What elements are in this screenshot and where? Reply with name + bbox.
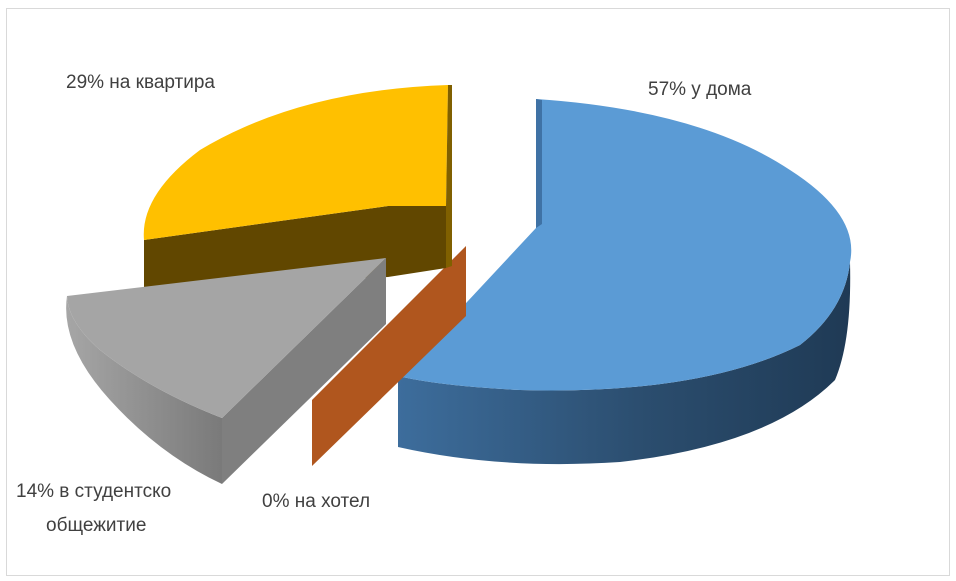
label-na-hotel: 0% на хотел [262,491,370,512]
label-obshtezhitie-line1: 14% в студентско [16,481,171,502]
slice-obshtezhitie-top [67,258,386,418]
slice-na-hotel [312,246,466,466]
label-obshtezhitie-line2: общежитие [46,515,146,536]
slice-u-doma [398,99,852,465]
label-u-doma: 57% у дома [648,79,752,100]
slice-na-kvartira-top [143,85,448,240]
slice-u-doma-inner-edge [536,99,542,228]
slice-na-kvartira-edge [446,85,452,268]
slice-na-hotel-side [312,246,466,466]
slice-obshtezhitie [66,258,386,484]
slice-u-doma-side [398,262,851,465]
slice-obshtezhitie-cut-side [222,258,386,484]
label-na-kvartira: 29% на квартира [66,72,215,93]
slice-obshtezhitie-outer-side [66,296,222,484]
slice-na-kvartira [143,85,452,288]
slice-u-doma-top [398,99,852,391]
